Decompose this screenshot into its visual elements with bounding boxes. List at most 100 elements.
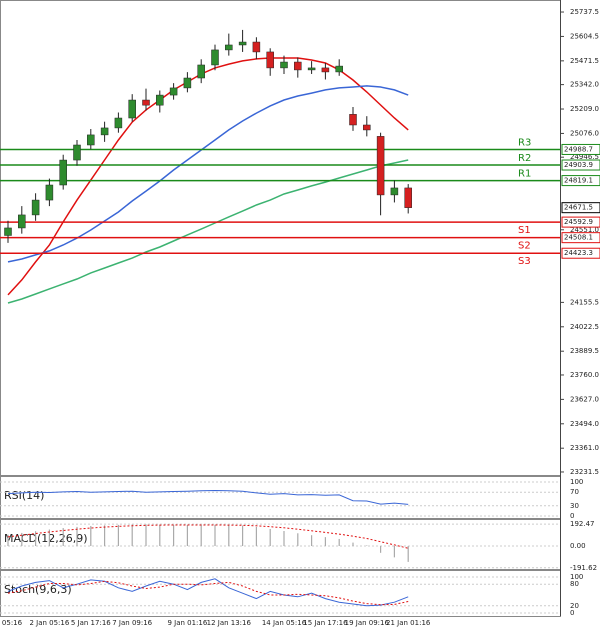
histogram-bar [159,524,161,546]
y-tick-label: 24155.5 [570,298,599,306]
last-price: 24671.5 [564,204,593,212]
y-tick-label: 25076.0 [570,129,599,137]
candle-body [390,187,399,196]
x-tick-label: 9 Jan 01:16 [167,619,207,627]
y-tick-label: 23627.0 [570,395,599,403]
histogram-bar [380,546,382,553]
x-tick-label: 5 Jan 17:16 [71,619,111,627]
indicator-tick-label: 100 [570,478,583,486]
level-name: R3 [518,137,531,148]
y-tick-label: 23889.5 [570,347,599,355]
histogram-bar [173,524,175,546]
candle-body [349,114,357,126]
histogram-bar [90,526,92,546]
y-tick-label: 25471.5 [570,57,599,65]
histogram-bar [35,531,37,546]
indicator-tick-label: 100 [570,573,583,581]
y-tick-label: 23760.0 [570,371,599,379]
histogram-bar [214,524,216,546]
candle-body [45,184,54,201]
y-tick-label: 24022.5 [570,323,599,331]
level-value: 24819.1 [564,177,593,185]
candle-body [280,61,288,69]
histogram-bar [269,528,271,546]
level-value: 24508.1 [564,234,593,242]
indicator-tick-label: -191.62 [570,564,597,572]
level-value: 24988.7 [564,145,593,153]
histogram-bar [21,532,23,546]
indicator-tick-label: 80 [570,580,579,588]
x-tick-label: 21 Jan 01:16 [386,619,431,627]
candle-body [31,199,40,216]
x-tick-label: 15 Jan 17:16 [303,619,348,627]
moving-average [7,159,409,304]
indicator-tick-label: 0 [570,609,574,617]
candle-body [363,124,371,131]
y-tick-label: 23494.0 [570,420,599,428]
candle-body [87,134,95,146]
y-tick-label: 24946.5 [570,153,599,161]
level-box [561,216,600,228]
level-box [561,159,600,171]
candle-body [225,44,233,51]
histogram-bar [311,535,313,546]
indicator-tick-label: 20 [570,602,579,610]
candle-body [211,49,219,66]
x-tick-label: 12 Jan 13:16 [207,619,252,627]
histogram-bar [393,546,395,558]
y-tick-label: 23231.5 [570,468,599,476]
indicator-tick-label: 70 [570,488,579,496]
candle-body [4,227,12,236]
candle-body [376,136,385,196]
level-box [561,247,600,259]
indicator-tick-label: 30 [570,502,579,510]
panel-frame [0,476,561,519]
y-tick-label: 23361.0 [570,444,599,452]
histogram-bar [407,546,409,562]
histogram-bar [117,524,119,546]
candle-body [18,214,26,229]
indicator-line [7,524,409,549]
candle-body [321,67,330,73]
last-price-box [561,202,600,214]
histogram-bar [283,531,285,546]
histogram-bar [297,533,299,546]
histogram-bar [7,534,9,546]
histogram-bar [48,529,50,546]
level-box [561,175,600,187]
candle-body [404,187,412,208]
moving-average [7,57,409,296]
indicator-tick-label: 0 [570,512,574,520]
candle-body [335,65,343,73]
candle-body [307,67,316,71]
candle-body [266,51,274,69]
histogram-bar [338,538,340,546]
histogram-bar [200,524,202,546]
level-name: S3 [518,256,531,267]
candle-body [183,77,192,89]
candle-body [128,99,136,119]
histogram-bar [186,524,188,546]
x-tick-label: 2 Jan 05:16 [29,619,69,627]
histogram-bar [255,526,257,546]
y-tick-label: 24551.0 [570,226,599,234]
level-value: 24592.9 [564,218,593,226]
candle-body [169,87,178,96]
x-tick-label: 14 Jan 05:16 [262,619,307,627]
level-name: R1 [518,169,531,180]
histogram-bar [366,545,368,546]
candle-body [238,41,247,46]
candle-body [100,127,109,136]
candle-body [294,61,302,71]
histogram-bar [62,528,64,546]
histogram-bar [242,525,244,546]
y-tick-label: 25737.5 [570,8,599,16]
level-name: S2 [518,241,531,252]
candle-body [114,117,123,129]
level-box [561,232,600,244]
histogram-bar [131,524,133,546]
histogram-bar [104,525,106,546]
x-tick-label: 05:16 [2,619,23,627]
